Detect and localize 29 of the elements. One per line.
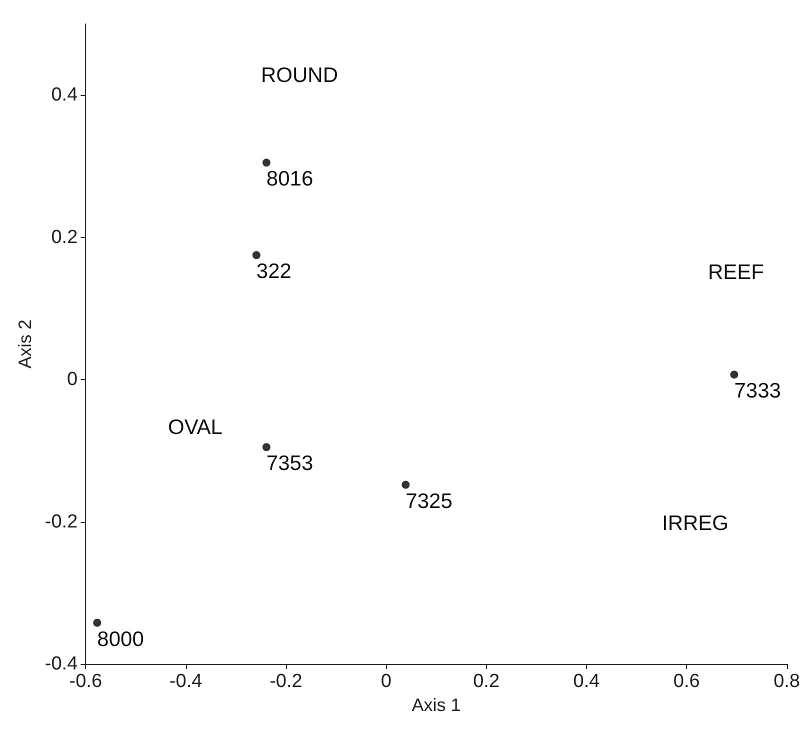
x-tick-label: 0.6 <box>673 671 700 692</box>
point <box>252 251 260 260</box>
point <box>262 158 270 167</box>
x-tick-label: 0.2 <box>473 671 500 692</box>
y-axis-title: Axis 2 <box>15 319 35 369</box>
annotation: 322 <box>256 260 292 284</box>
x-axis-title: Axis 1 <box>412 694 461 715</box>
annotation: 8000 <box>97 628 144 651</box>
y-tick-label: -0.2 <box>44 511 78 532</box>
annotation: 7333 <box>734 380 781 403</box>
annotation: OVAL <box>168 416 222 439</box>
annotation: ROUND <box>261 64 338 87</box>
annotation: IRREG <box>662 512 729 535</box>
point <box>262 443 270 452</box>
y-tick-label: 0.2 <box>51 226 78 248</box>
x-tick-label: 0.8 <box>774 671 800 692</box>
annotation: 7325 <box>406 490 452 513</box>
annotation: 7353 <box>266 452 314 476</box>
point <box>730 370 738 379</box>
x-tick-label: 0.4 <box>573 671 600 692</box>
y-tick-label: 0 <box>67 369 78 390</box>
annotation: REEF <box>708 261 764 284</box>
point <box>402 480 410 489</box>
x-tick-label: 0 <box>380 671 392 692</box>
x-tick-label: -0.4 <box>169 671 203 692</box>
x-tick-label: -0.2 <box>270 671 302 692</box>
point <box>93 618 102 627</box>
y-tick-label: 0.4 <box>51 84 78 106</box>
annotation: 8016 <box>266 168 314 191</box>
